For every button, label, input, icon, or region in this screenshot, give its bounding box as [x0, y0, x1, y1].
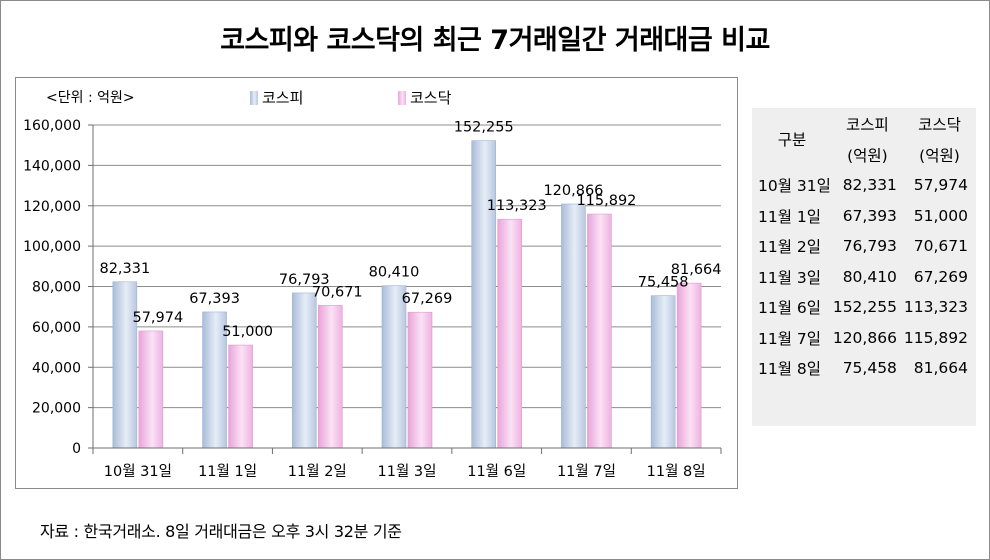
table-header-kosdaq: 코스닥: [918, 115, 961, 134]
y-tick-label: 140,000: [23, 158, 81, 174]
x-tick-label: 11월 8일: [647, 463, 706, 480]
data-label-kospi: 76,793: [279, 272, 330, 288]
bar-kospi: [381, 285, 407, 449]
data-label-kosdaq: 67,269: [402, 291, 453, 307]
y-tick-label: 20,000: [32, 401, 81, 417]
table-cell-kospi: 75,458: [842, 359, 897, 378]
bar-kosdaq: [138, 330, 164, 449]
table-cell-kospi: 67,393: [842, 206, 897, 225]
y-tick-label: 0: [72, 441, 81, 457]
y-tick-label: 80,000: [32, 280, 81, 296]
y-tick-label: 160,000: [23, 118, 81, 134]
data-label-kospi: 75,458: [638, 275, 689, 291]
table-row: 11월 2일 76,793 70,671: [752, 231, 976, 262]
table-cell-date: 11월 1일: [758, 207, 822, 226]
table-cell-date: 11월 7일: [758, 329, 822, 348]
data-table-panel: 구분 코스피 코스닥 (억원) (억원) 10월 31일 82,331 57,9…: [752, 108, 976, 426]
table-header-kosdaq-unit: (억원): [919, 146, 960, 165]
data-label-kospi: 80,410: [369, 265, 420, 281]
bar-kospi: [650, 295, 676, 449]
table-cell-kosdaq: 67,269: [913, 267, 968, 286]
bar-kosdaq: [497, 218, 523, 449]
x-tick-label: 11월 6일: [467, 463, 526, 480]
table-cell-kosdaq: 57,974: [913, 176, 968, 195]
source-note: 자료 : 한국거래소. 8일 거래대금은 오후 3시 32분 기준: [40, 522, 402, 541]
table-cell-date: 11월 8일: [758, 360, 822, 379]
data-label-kospi: 120,866: [543, 183, 603, 199]
x-tick-label: 11월 7일: [557, 463, 616, 480]
unit-label: <단위 : 억원>: [46, 90, 135, 106]
data-table: 구분 코스피 코스닥 (억원) (억원) 10월 31일 82,331 57,9…: [752, 108, 976, 384]
legend-swatch-kospi: [250, 91, 258, 105]
bar-kosdaq: [407, 311, 433, 449]
table-cell-kospi: 82,331: [842, 176, 897, 195]
table-row: 10월 31일 82,331 57,974: [752, 170, 976, 201]
table-cell-date: 11월 2일: [758, 238, 822, 257]
table-cell-kospi: 80,410: [842, 267, 897, 286]
table-cell-kospi: 152,255: [832, 298, 897, 317]
table-cell-kosdaq: 113,323: [903, 298, 968, 317]
bar-kospi: [561, 203, 586, 449]
table-cell-kosdaq: 51,000: [913, 206, 968, 225]
table-row: 11월 8일 75,458 81,664: [752, 353, 976, 384]
bar-kosdaq: [317, 305, 343, 449]
x-tick-label: 11월 3일: [378, 463, 437, 480]
bar-kosdaq: [587, 213, 612, 449]
bar-kospi: [471, 140, 497, 449]
table-row: 11월 7일 120,866 115,892: [752, 323, 976, 354]
table-cell-kospi: 120,866: [832, 328, 897, 347]
bar-kosdaq: [676, 282, 702, 449]
table-row: 11월 1일 67,393 51,000: [752, 201, 976, 232]
table-cell-kospi: 76,793: [842, 237, 897, 256]
table-row: 11월 3일 80,410 67,269: [752, 262, 976, 293]
bar-kosdaq: [228, 344, 253, 449]
x-tick-label: 11월 2일: [288, 463, 347, 480]
data-label-kosdaq: 57,974: [132, 310, 183, 326]
bar-kospi: [112, 281, 138, 449]
data-label-kosdaq: 115,892: [576, 193, 636, 209]
table-cell-kosdaq: 115,892: [903, 328, 968, 347]
page-title: 코스피와 코스닥의 최근 7거래일간 거래대금 비교: [220, 25, 770, 56]
y-tick-label: 120,000: [23, 199, 81, 215]
y-tick-label: 100,000: [23, 239, 81, 255]
table-cell-kosdaq: 81,664: [913, 359, 968, 378]
bar-kospi: [291, 292, 317, 449]
table-row: 11월 6일 152,255 113,323: [752, 292, 976, 323]
table-cell-kosdaq: 70,671: [913, 237, 968, 256]
y-tick-label: 40,000: [32, 360, 81, 376]
legend-label-kospi: 코스피: [262, 89, 303, 107]
data-label-kosdaq: 51,000: [222, 324, 273, 340]
y-tick-label: 60,000: [32, 320, 81, 336]
table-header-kospi: 코스피: [846, 115, 889, 134]
table-header-category: 구분: [777, 131, 807, 149]
table-cell-date: 10월 31일: [758, 177, 831, 196]
data-label-kosdaq: 113,323: [487, 198, 547, 214]
data-label-kosdaq: 81,664: [671, 262, 722, 278]
table-header-kospi-unit: (억원): [847, 146, 888, 165]
x-tick-label: 10월 31일: [104, 463, 172, 480]
table-cell-date: 11월 3일: [758, 268, 822, 287]
data-label-kospi: 82,331: [99, 261, 150, 277]
chart-area: 82,331 57,974 67,393 51,000 76,793 70,671 80,4…: [15, 77, 738, 489]
legend-label-kosdaq: 코스닥: [410, 89, 452, 107]
data-label-kospi: 152,255: [454, 120, 514, 136]
table-cell-date: 11월 6일: [758, 299, 822, 318]
data-label-kosdaq: 70,671: [312, 284, 363, 300]
x-tick-label: 11월 1일: [198, 463, 257, 480]
data-label-kospi: 67,393: [189, 291, 240, 307]
legend-swatch-kosdaq: [398, 91, 406, 105]
